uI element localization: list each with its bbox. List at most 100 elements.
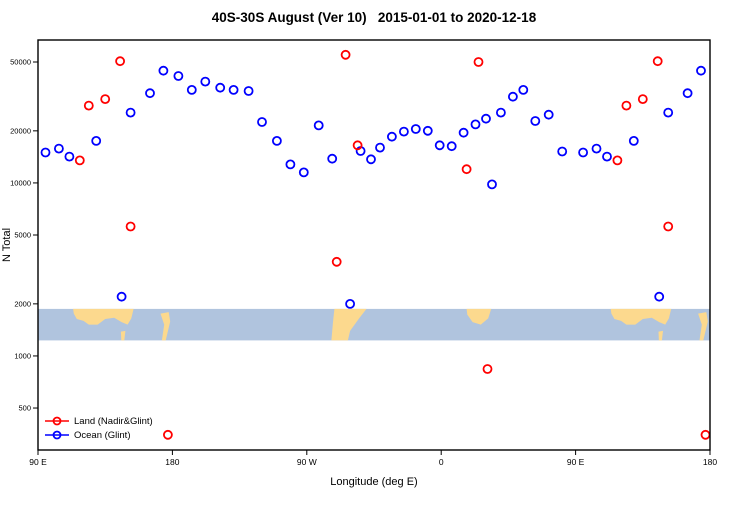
x-tick-label: 90 W bbox=[297, 457, 317, 467]
x-tick-label: 90 E bbox=[567, 457, 585, 467]
data-point-land bbox=[83, 100, 94, 111]
y-tick-label: 20000 bbox=[10, 127, 31, 136]
data-point-ocean bbox=[243, 86, 254, 96]
data-point-ocean bbox=[422, 125, 433, 136]
data-point-land bbox=[700, 429, 711, 440]
y-tick-label: 5000 bbox=[14, 231, 31, 240]
y-tick-label: 2000 bbox=[14, 300, 31, 309]
data-point-ocean bbox=[91, 135, 102, 146]
data-point-ocean bbox=[327, 153, 338, 164]
x-tick-label: 0 bbox=[439, 457, 444, 467]
data-point-ocean bbox=[495, 107, 506, 118]
data-point-ocean bbox=[557, 146, 568, 157]
x-tick-label: 90 E bbox=[29, 457, 47, 467]
x-axis: 90 E 180 90 W 0 90 E 180 bbox=[29, 450, 717, 467]
landmass-tasmania bbox=[120, 330, 126, 341]
data-point-ocean bbox=[40, 147, 51, 158]
data-point-ocean bbox=[366, 154, 376, 165]
data-point-ocean bbox=[470, 119, 481, 130]
y-axis: 500 1000 2000 5000 10000 20000 50000 bbox=[10, 58, 38, 413]
data-point-ocean bbox=[313, 120, 324, 131]
legend-marker bbox=[52, 430, 62, 440]
data-point-ocean bbox=[578, 147, 588, 158]
data-point-ocean bbox=[508, 91, 518, 102]
data-point-ocean bbox=[696, 65, 706, 76]
legend-entry-ocean: Ocean (Glint) bbox=[45, 430, 131, 441]
landmass-australia-repeat bbox=[610, 308, 672, 325]
x-tick-label: 180 bbox=[165, 457, 179, 467]
data-point-ocean bbox=[298, 167, 309, 178]
data-point-ocean bbox=[398, 126, 409, 137]
data-point-land bbox=[621, 100, 632, 111]
data-point-ocean bbox=[228, 85, 239, 95]
data-point-land bbox=[331, 256, 342, 267]
data-point-ocean bbox=[481, 113, 491, 124]
data-point-ocean bbox=[458, 127, 469, 138]
data-point-ocean bbox=[530, 116, 541, 126]
landmass-africa bbox=[466, 308, 492, 325]
landmass-tasmania-repeat bbox=[658, 330, 663, 341]
data-point-ocean bbox=[591, 143, 602, 154]
data-point-land bbox=[652, 56, 663, 67]
data-point-ocean bbox=[663, 107, 674, 118]
landmass-new-zealand bbox=[160, 312, 171, 341]
legend: Land (Nadir&Glint) Ocean (Glint) bbox=[45, 416, 153, 441]
x-axis-title: Longitude (deg E) bbox=[330, 476, 417, 488]
data-point-ocean bbox=[145, 88, 155, 99]
data-point-land bbox=[115, 56, 125, 67]
scatter-points bbox=[40, 49, 711, 440]
plot-border bbox=[37, 39, 711, 451]
data-point-ocean bbox=[518, 85, 529, 95]
legend-label-ocean: Ocean (Glint) bbox=[74, 430, 131, 441]
data-point-land bbox=[100, 94, 111, 104]
data-point-ocean bbox=[285, 159, 296, 170]
landmass-new-zealand-repeat bbox=[698, 312, 708, 341]
map-band-ocean bbox=[38, 308, 710, 341]
data-point-land bbox=[352, 140, 363, 151]
y-tick-label: 10000 bbox=[10, 179, 31, 188]
y-axis-title: N Total bbox=[1, 228, 13, 262]
data-point-land bbox=[340, 49, 351, 60]
y-tick-label: 1000 bbox=[14, 352, 31, 361]
data-point-ocean bbox=[410, 124, 421, 134]
data-point-ocean bbox=[257, 117, 267, 127]
data-point-ocean bbox=[54, 143, 64, 154]
data-point-ocean bbox=[215, 82, 226, 93]
y-tick-label: 50000 bbox=[10, 58, 31, 67]
legend-marker bbox=[52, 416, 62, 426]
data-point-ocean bbox=[271, 135, 282, 146]
data-point-ocean bbox=[173, 71, 184, 81]
data-point-land bbox=[74, 155, 85, 166]
data-point-ocean bbox=[125, 107, 136, 118]
data-point-ocean bbox=[602, 151, 612, 162]
landmass-south-america bbox=[331, 308, 367, 341]
data-point-ocean bbox=[543, 109, 554, 120]
data-point-ocean bbox=[446, 141, 457, 152]
data-point-ocean bbox=[386, 131, 397, 142]
map-band bbox=[38, 308, 710, 341]
data-point-ocean bbox=[434, 140, 445, 151]
data-point-ocean bbox=[487, 179, 497, 190]
data-point-ocean bbox=[628, 135, 639, 146]
data-point-ocean bbox=[345, 298, 356, 309]
data-point-ocean bbox=[186, 85, 197, 95]
landmass-australia bbox=[73, 308, 134, 325]
data-point-ocean bbox=[682, 88, 693, 99]
data-point-land bbox=[663, 221, 674, 232]
legend-entry-land: Land (Nadir&Glint) bbox=[45, 416, 153, 427]
data-point-land bbox=[612, 155, 623, 166]
data-point-ocean bbox=[654, 291, 665, 302]
data-point-ocean bbox=[375, 142, 385, 153]
data-point-ocean bbox=[200, 76, 211, 87]
x-tick-label: 180 bbox=[703, 457, 717, 467]
data-point-land bbox=[461, 164, 472, 175]
data-point-ocean bbox=[158, 65, 169, 76]
data-point-land bbox=[482, 364, 493, 374]
data-point-ocean bbox=[116, 291, 127, 302]
y-tick-label: 500 bbox=[18, 404, 31, 413]
data-point-land bbox=[162, 429, 173, 440]
data-point-land bbox=[125, 221, 136, 232]
chart-title: 40S-30S August (Ver 10) 2015-01-01 to 20… bbox=[212, 10, 537, 25]
data-point-ocean bbox=[64, 151, 75, 162]
